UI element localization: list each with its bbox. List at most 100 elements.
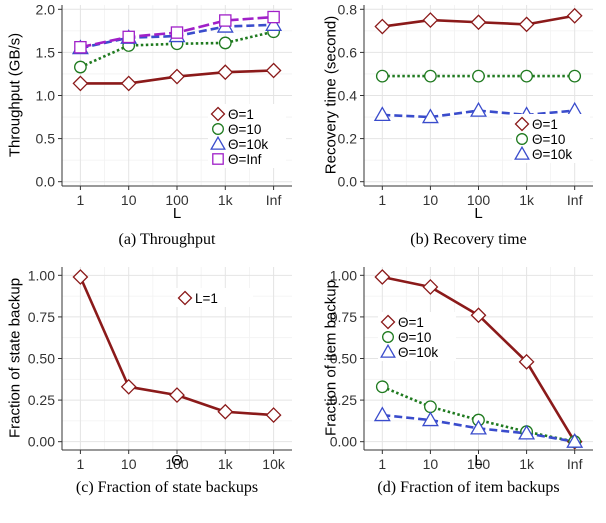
data-point-1 (566, 7, 583, 24)
data-point-1 (422, 12, 439, 29)
data-point-3 (470, 419, 487, 435)
x-tick-label: 10 (423, 456, 439, 472)
y-tick-label: 0.50 (330, 351, 357, 367)
data-point-4 (219, 14, 232, 27)
x-tick-label: 10 (121, 192, 137, 208)
y-tick-label: 0.25 (28, 392, 55, 408)
y-axis-title: Fraction of state backup (6, 278, 23, 438)
data-point-1 (72, 75, 89, 92)
y-tick-label: 0.8 (338, 1, 358, 17)
data-point-1 (518, 353, 535, 370)
legend-marker-4 (212, 153, 224, 165)
legend-label: Θ=10k (228, 137, 268, 152)
x-tick-label: Inf (266, 192, 282, 208)
legend-label: Θ=Inf (228, 152, 262, 167)
x-tick-label: 1k (218, 456, 234, 472)
x-tick-label: 1 (378, 456, 386, 472)
y-tick-label: 0.4 (338, 88, 358, 104)
data-point-1 (374, 18, 391, 35)
data-point-3 (421, 108, 439, 124)
x-axis-title: L (474, 205, 482, 222)
legend-marker-2 (516, 133, 528, 145)
chart-panel-d: 0.00 0.25 0.50 0.75 1.00 1 10 100 1k Inf L Fraction… (322, 267, 593, 496)
y-tick-label: 0.75 (330, 309, 357, 325)
y-tick-label: 0.25 (330, 392, 357, 408)
chart-panel-a: 0.0 0.5 1.0 1.5 2.0 1 10 100 1k Inf L Throughput (G… (6, 1, 292, 248)
legend-marker-3 (210, 135, 226, 150)
legend-label: Θ=10 (532, 132, 565, 147)
data-point-1 (217, 403, 234, 420)
data-point-2 (375, 380, 389, 394)
y-tick-label: 2.0 (36, 1, 56, 17)
legend-marker-3 (514, 145, 530, 160)
legend-label: Θ=10 (398, 330, 431, 345)
x-tick-label: 100 (467, 192, 491, 208)
y-tick-label: 0.0 (338, 174, 358, 190)
y-axis-title: Fraction of item backup (322, 280, 339, 436)
y-tick-label: 0.5 (36, 131, 56, 147)
data-point-2 (520, 69, 533, 83)
data-point-4 (170, 26, 184, 39)
data-point-1 (120, 378, 137, 395)
data-point-4 (74, 40, 87, 54)
y-tick-label: 1.0 (36, 88, 56, 104)
x-axis-title: L (173, 205, 181, 222)
chart-caption: (a) Throughput (118, 231, 216, 248)
chart-panel-c: 0.00 0.25 0.50 0.75 1.00 1 10 100 1k 10k Θ Fraction… (6, 267, 292, 496)
data-point-2 (424, 400, 437, 414)
legend: Θ=1Θ=10Θ=10k (378, 312, 456, 361)
data-point-2 (568, 69, 582, 83)
legend-marker-2 (212, 123, 224, 135)
legend-background (175, 288, 253, 307)
legend-marker-3 (380, 343, 396, 358)
y-tick-label: 0.6 (338, 44, 358, 60)
x-tick-label: 1 (77, 192, 85, 208)
y-tick-label: 0.00 (330, 434, 357, 450)
legend-marker-1 (514, 116, 530, 132)
x-tick-label: 10 (423, 192, 439, 208)
legend-marker-1 (380, 314, 396, 330)
data-point-1 (265, 407, 282, 423)
y-tick-label: 1.5 (36, 44, 56, 60)
data-point-1 (169, 387, 185, 404)
x-tick-label: 10k (262, 456, 286, 472)
x-tick-label: 100 (165, 192, 189, 208)
data-point-1 (217, 64, 234, 81)
data-point-4 (122, 30, 135, 44)
x-tick-label: 100 (467, 456, 491, 472)
data-point-2 (424, 69, 437, 83)
x-tick-label: 1k (519, 192, 535, 208)
legend-marker-1 (210, 106, 226, 122)
legend-label: Θ=10k (398, 345, 438, 360)
legend: Θ=1Θ=10Θ=10k (512, 114, 590, 163)
data-point-2 (74, 60, 87, 74)
chart-caption: (c) Fraction of state backups (76, 479, 258, 496)
x-tick-label: Inf (567, 456, 583, 472)
chart-caption: (d) Fraction of item backups (377, 479, 559, 496)
data-point-3 (373, 106, 391, 122)
y-tick-label: 1.00 (330, 267, 357, 283)
data-point-2 (375, 69, 389, 83)
y-tick-label: 0.00 (28, 434, 55, 450)
legend-label: Θ=1 (532, 117, 558, 132)
chart-caption: (b) Recovery time (410, 231, 526, 248)
y-tick-label: 0.50 (28, 351, 55, 367)
data-point-4 (267, 10, 280, 24)
legend: L=1 (175, 288, 253, 307)
x-tick-label: Inf (567, 192, 583, 208)
data-point-3 (518, 424, 536, 440)
data-point-2 (218, 36, 232, 50)
x-tick-label: 1 (378, 192, 386, 208)
y-axis-title: Recovery time (second) (322, 16, 339, 174)
legend-label: Θ=10k (532, 147, 572, 162)
y-tick-label: 0.75 (28, 309, 55, 325)
data-point-1 (518, 16, 535, 33)
data-point-1 (169, 68, 185, 85)
x-tick-label: 1k (519, 456, 535, 472)
data-point-3 (421, 411, 439, 427)
y-tick-label: 0.0 (36, 174, 56, 190)
y-tick-label: 1.00 (28, 267, 55, 283)
x-axis-title: Θ (171, 452, 183, 469)
